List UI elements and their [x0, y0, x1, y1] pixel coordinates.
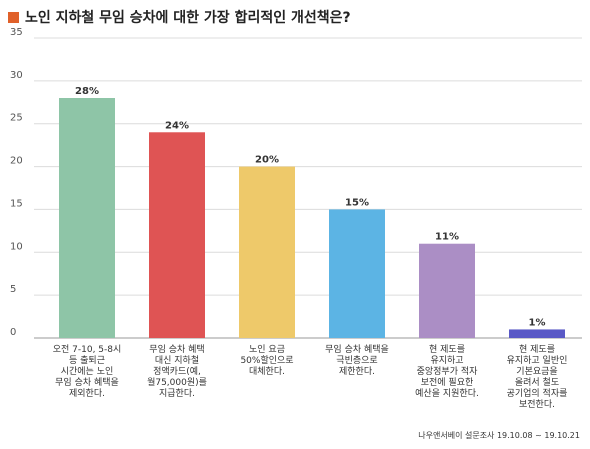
x-tick-label-line: 극빈층으로 [336, 355, 377, 366]
source-note: 나우앤서베이 설문조사 19.10.08 ~ 19.10.21 [418, 431, 580, 440]
x-tick-label-line: 기본요금을 [516, 366, 557, 377]
data-label: 28% [75, 86, 99, 97]
data-label: 1% [529, 317, 546, 328]
bar [329, 209, 385, 338]
x-tick-label: 노인 요금 50%할인으로 대체한다. [240, 344, 293, 377]
chart-header: 노인 지하철 무임 승차에 대한 가장 합리적인 개선책은? [8, 6, 582, 28]
title-marker-icon [8, 11, 19, 23]
data-label: 15% [345, 197, 369, 208]
y-tick-label: 5 [10, 284, 16, 295]
x-tick-label: 무임 승차 혜택 대신 지하철 정액카드(예, 월75,000원)를 지급한다. [147, 343, 207, 399]
x-tick-label-line: 예산을 지원한다. [415, 388, 479, 399]
x-tick-label: 무임 승차 혜택을 극빈층으로 제한한다. [325, 343, 389, 377]
data-label: 20% [255, 155, 279, 166]
x-tick-label: 현 제도를 유지하고 중앙정부가 적자 보전에 필요한 예산을 지원한다. [415, 344, 479, 399]
x-tick-label-line: 유지하고 일반인 [507, 355, 568, 366]
x-tick-label-line: 무임 승차 혜택을 [325, 343, 389, 355]
x-tick-label-line: 월75,000원)를 [147, 376, 207, 388]
x-tick-label-line: 대신 지하철 [155, 355, 199, 366]
x-tick-label-line: 등 출퇴근 [69, 355, 105, 366]
x-tick-label-line: 오전 7-10, 5-8시 [53, 344, 122, 355]
y-tick-label: 0 [10, 327, 16, 338]
x-tick-label: 현 제도를 유지하고 일반인 기본요금을 올려서 철도 공기업의 적자를 보전한다. [507, 344, 568, 410]
data-label: 24% [165, 120, 189, 131]
x-tick-label-line: 시간에는 노인 [61, 366, 114, 377]
data-label: 11% [435, 232, 459, 243]
x-tick-label-line: 현 제도를 [429, 344, 465, 355]
bar [419, 243, 475, 338]
chart-title: 노인 지하철 무임 승차에 대한 가장 합리적인 개선책은? [25, 10, 351, 26]
x-tick-label-line: 정액카드(예, [153, 365, 201, 377]
x-tick-label-line: 대체한다. [249, 366, 285, 377]
bar [59, 98, 115, 338]
x-tick-label-line: 공기업의 적자를 [507, 387, 568, 399]
y-tick-label: 15 [10, 198, 23, 209]
x-tick-label-line: 50%할인으로 [240, 355, 293, 366]
x-tick-label-line: 보전에 필요한 [421, 376, 474, 388]
x-tick-label-line: 제외한다. [69, 387, 105, 399]
x-tick-label-line: 무임 승차 혜택 [149, 343, 204, 355]
x-tick-label-line: 제한한다. [339, 366, 375, 377]
y-tick-label: 10 [10, 241, 23, 252]
x-tick-label: 오전 7-10, 5-8시 등 출퇴근 시간에는 노인 무임 승차 혜택을 제외한다. [53, 344, 122, 399]
y-tick-label: 30 [10, 70, 23, 81]
y-tick-label: 35 [10, 27, 23, 38]
x-tick-label-line: 중앙정부가 적자 [417, 365, 479, 377]
x-tick-label-line: 유지하고 [430, 355, 463, 366]
bar [149, 132, 205, 338]
x-tick-label-line: 지급한다. [159, 388, 195, 399]
x-tick-label-line: 노인 요금 [249, 344, 285, 355]
x-tick-label-line: 보전한다. [519, 399, 555, 410]
x-tick-label-line: 올려서 철도 [515, 377, 559, 388]
x-tick-label-line: 무임 승차 혜택을 [55, 376, 119, 388]
y-tick-label: 20 [10, 156, 23, 167]
bar [509, 329, 565, 338]
y-tick-label: 25 [10, 113, 23, 124]
x-tick-label-line: 현 제도를 [519, 344, 555, 355]
bar [239, 166, 295, 338]
